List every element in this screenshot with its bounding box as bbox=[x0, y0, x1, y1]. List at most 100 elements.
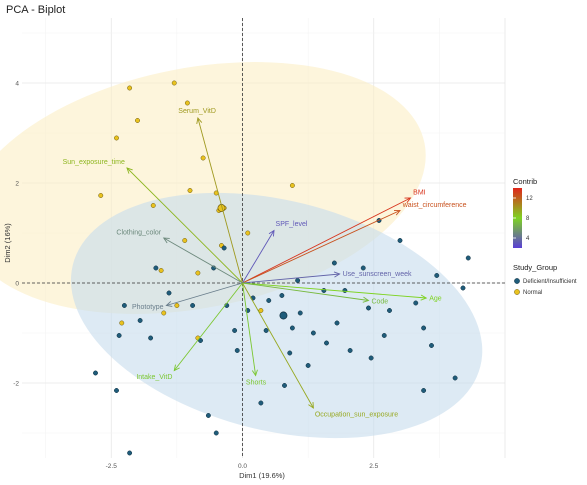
point-normal bbox=[174, 303, 180, 308]
point-deficient bbox=[452, 375, 458, 381]
x-tick-label: -2.5 bbox=[106, 463, 118, 470]
point-deficient bbox=[266, 298, 272, 303]
contrib-legend-title: Contrib bbox=[513, 177, 537, 186]
arrowhead-Intake_VitD bbox=[173, 364, 180, 372]
arrowhead-Occupation_sun_exposure bbox=[308, 401, 314, 409]
arrow-Serum_VitD bbox=[197, 117, 243, 284]
point-normal bbox=[245, 230, 251, 236]
point-normal bbox=[200, 155, 206, 161]
point-deficient bbox=[360, 265, 366, 271]
y-tick-label: 0 bbox=[15, 280, 19, 287]
arrowhead-Sun_exposure_time bbox=[126, 167, 133, 174]
variable-label-Age: Age bbox=[429, 296, 442, 303]
arrowhead-Phototype bbox=[165, 301, 173, 307]
point-normal bbox=[161, 310, 167, 316]
variable-label-SPF_level: SPF_level bbox=[276, 221, 308, 228]
arrow-Clothing_color bbox=[163, 237, 243, 284]
point-deficient bbox=[116, 333, 122, 338]
ellipse-deficient bbox=[70, 192, 483, 439]
point-deficient bbox=[295, 278, 301, 283]
point-deficient bbox=[282, 383, 287, 388]
point-normal bbox=[119, 320, 125, 326]
contrib-tick-label: 4 bbox=[526, 236, 530, 242]
point-deficient bbox=[413, 300, 419, 306]
variable-label-Occupation_sun_exposure: Occupation_sun_exposure bbox=[315, 412, 398, 419]
point-normal bbox=[195, 270, 201, 276]
point-normal bbox=[114, 135, 119, 141]
point-deficient bbox=[205, 413, 211, 418]
point-deficient bbox=[434, 273, 440, 278]
group-center-deficient bbox=[279, 311, 288, 320]
x-tick-label: 2.5 bbox=[369, 463, 378, 470]
arrow-Shorts bbox=[242, 282, 257, 376]
point-deficient bbox=[263, 328, 269, 333]
contrib-legend: Contrib 4 8 12 bbox=[513, 177, 537, 248]
point-deficient bbox=[381, 333, 387, 338]
point-deficient bbox=[465, 255, 471, 261]
point-deficient bbox=[366, 305, 371, 311]
confidence-ellipses bbox=[0, 62, 483, 439]
point-normal bbox=[184, 100, 190, 106]
axis-ticks: -2.5 0.0 2.5 -2 0 2 4 bbox=[13, 80, 378, 470]
legend-key-normal bbox=[514, 289, 520, 295]
point-deficient bbox=[127, 450, 133, 456]
point-normal bbox=[187, 188, 193, 193]
point-deficient bbox=[148, 335, 154, 341]
point-deficient bbox=[421, 388, 427, 393]
point-normal bbox=[158, 268, 164, 273]
study-group-legend-title: Study_Group bbox=[513, 263, 557, 272]
point-deficient bbox=[213, 430, 219, 436]
arrowhead-Age bbox=[420, 294, 428, 301]
variable-label-Code: Code bbox=[371, 298, 388, 305]
point-deficient bbox=[114, 388, 119, 393]
point-deficient bbox=[166, 290, 172, 296]
point-deficient bbox=[305, 363, 311, 368]
point-deficient bbox=[234, 348, 240, 353]
point-deficient bbox=[331, 260, 337, 266]
point-deficient bbox=[121, 303, 127, 308]
point-deficient bbox=[287, 350, 293, 356]
point-deficient bbox=[289, 325, 295, 331]
variable-label-Sun_exposure_time: Sun_exposure_time bbox=[63, 159, 125, 166]
chart-title: PCA - Biplot bbox=[6, 4, 65, 16]
point-deficient bbox=[198, 338, 203, 343]
point-deficient bbox=[324, 340, 329, 346]
arrow-Phototype bbox=[166, 282, 243, 306]
variable-label-Intake_VitD: Intake_VitD bbox=[136, 374, 172, 381]
variable-label-waist_circumference: waist_circumference bbox=[402, 202, 467, 209]
point-deficient bbox=[321, 288, 327, 293]
point-normal bbox=[98, 193, 104, 198]
arrowhead-Use_sunscreen_week bbox=[333, 271, 341, 278]
point-deficient bbox=[221, 245, 227, 251]
point-normal bbox=[127, 85, 133, 91]
point-deficient bbox=[347, 348, 353, 353]
variable-label-BMI: BMI bbox=[413, 190, 426, 197]
point-deficient bbox=[153, 265, 159, 271]
arrow-Code bbox=[242, 282, 369, 301]
point-deficient bbox=[460, 285, 466, 291]
y-tick-label: 4 bbox=[15, 80, 19, 87]
y-tick-label: -2 bbox=[13, 380, 19, 387]
point-deficient bbox=[342, 288, 348, 293]
variable-label-Use_sunscreen_week: Use_sunscreen_week bbox=[343, 271, 412, 278]
individual-points bbox=[93, 80, 471, 456]
study-group-legend: Study_Group Deficient/Insufficient Normal bbox=[513, 263, 577, 296]
arrow-Age bbox=[242, 282, 427, 299]
point-deficient bbox=[334, 320, 340, 326]
reference-lines bbox=[22, 18, 505, 458]
contrib-colorbar bbox=[513, 188, 522, 248]
arrowhead-waist_circumference bbox=[393, 209, 401, 216]
arrow-Sun_exposure_time bbox=[126, 167, 243, 284]
point-normal bbox=[171, 80, 177, 86]
variable-label-Clothing_color: Clothing_color bbox=[116, 230, 161, 237]
point-deficient bbox=[387, 308, 392, 313]
arrow-waist_circumference bbox=[242, 210, 401, 284]
y-axis-title: Dim2 (16%) bbox=[3, 223, 12, 263]
point-deficient bbox=[421, 325, 427, 331]
point-normal bbox=[289, 183, 295, 188]
point-deficient bbox=[190, 303, 196, 308]
point-deficient bbox=[258, 400, 264, 406]
arrow-SPF_level bbox=[242, 230, 275, 284]
arrowhead-Serum_VitD bbox=[196, 117, 203, 124]
variable-label-Phototype: Phototype bbox=[132, 304, 164, 311]
